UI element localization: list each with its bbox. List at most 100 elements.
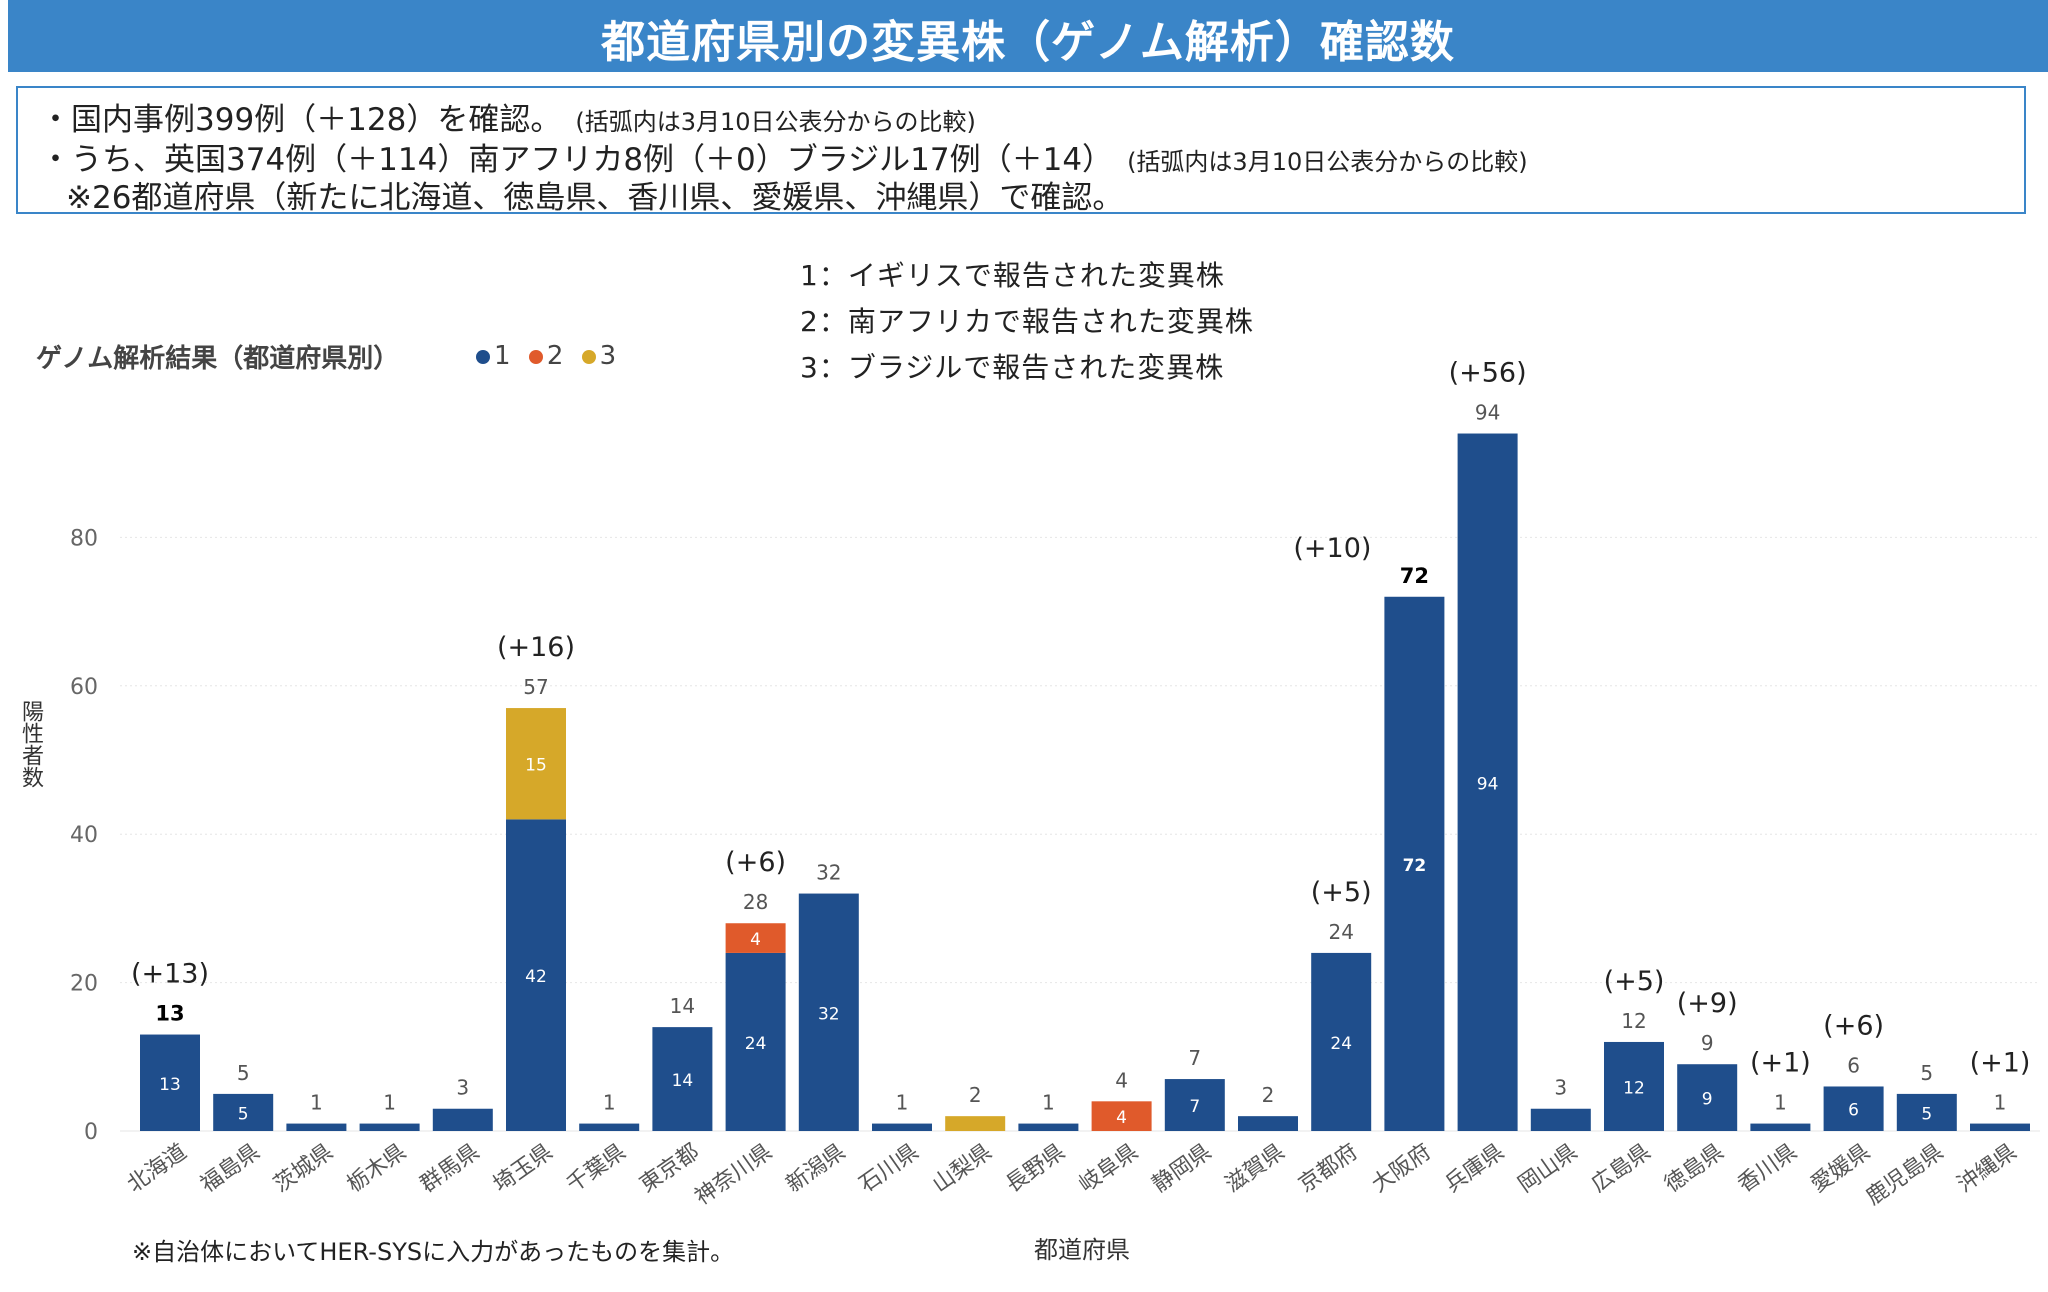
increase-annotation: (+1) <box>1970 1048 2031 1079</box>
increase-annotation: (+6) <box>1823 1010 1884 1041</box>
y-tick-label: 0 <box>84 1120 98 1145</box>
bar-segment-label: 13 <box>159 1075 181 1095</box>
bar-total-label: 1 <box>896 1091 909 1115</box>
summary-line-1-text: ・国内事例399例（＋128）を確認。 <box>40 102 562 138</box>
bar-total-label: 94 <box>1475 401 1500 425</box>
bar-segment-label: 5 <box>238 1104 249 1124</box>
bar-segment-series-1 <box>140 1034 200 1131</box>
x-tick-label: 岐阜県 <box>1075 1139 1143 1197</box>
bar-segment-series-1 <box>1457 433 1518 1131</box>
x-tick-label: 茨城県 <box>269 1139 337 1197</box>
legend-description-3: 3：ブラジルで報告された変異株 <box>800 351 1225 384</box>
legend-label-3: 3 <box>599 341 617 371</box>
x-tick-label: 広島県 <box>1587 1139 1655 1197</box>
bar-total-label: 3 <box>1554 1076 1567 1100</box>
bar-total-label: 28 <box>743 890 768 914</box>
bar-segment-series-1 <box>1604 1041 1664 1131</box>
x-tick-label: 徳島県 <box>1660 1139 1728 1197</box>
x-tick-label: 滋賀県 <box>1221 1139 1289 1197</box>
bar-total-label: 13 <box>155 1002 184 1026</box>
bar-total-label: 1 <box>310 1091 323 1115</box>
bar-segment-series-1 <box>1896 1093 1957 1131</box>
bar-total-label: 4 <box>1115 1068 1128 1092</box>
title-banner: 都道府県別の変異株（ゲノム解析）確認数 <box>8 0 2048 72</box>
bar-total-label: 7 <box>1188 1046 1201 1070</box>
bar-segment-series-3 <box>506 708 566 820</box>
bar-total-label: 1 <box>1774 1091 1787 1115</box>
x-tick-label: 兵庫県 <box>1441 1139 1509 1197</box>
bar-segment-label: 6 <box>1848 1101 1859 1121</box>
bar-segment-series-1 <box>652 1027 713 1131</box>
bar-total-label: 24 <box>1328 920 1353 944</box>
increase-annotation: (+1) <box>1750 1048 1811 1079</box>
bar-segment-series-1 <box>1530 1108 1591 1131</box>
bar-segment-series-1 <box>725 952 786 1131</box>
bar-total-label: 1 <box>1994 1091 2007 1115</box>
bar-total-label: 6 <box>1847 1053 1860 1077</box>
legend-description-1: 1：イギリスで報告された変異株 <box>800 259 1225 292</box>
bar-segment-label: 12 <box>1623 1078 1645 1098</box>
bar-segment-series-1 <box>286 1123 347 1131</box>
x-tick-label: 沖縄県 <box>1953 1139 2021 1197</box>
bar-segment-series-1 <box>1823 1086 1884 1131</box>
x-tick-label: 岡山県 <box>1514 1139 1582 1197</box>
bar-segment-series-1 <box>506 819 566 1131</box>
increase-annotation: (+9) <box>1677 988 1738 1019</box>
legend-swatch-2 <box>528 349 543 364</box>
summary-line-2: ・うち、英国374例（＋114）南アフリカ8例（＋0）ブラジル17例（＋14） (… <box>40 134 1528 179</box>
x-tick-label: 京都府 <box>1294 1139 1362 1197</box>
bar-segment-label: 14 <box>672 1071 694 1091</box>
y-tick-label: 80 <box>70 526 98 551</box>
bar-segment-label: 32 <box>818 1004 840 1024</box>
summary-line-3: ※26都道府県（新たに北海道、徳島県、香川県、愛媛県、沖縄県）で確認。 <box>66 180 1124 216</box>
x-tick-label: 北海道 <box>123 1139 191 1197</box>
bar-total-label: 3 <box>456 1076 469 1100</box>
bar-segment-series-1 <box>579 1123 640 1131</box>
bar-total-label: 5 <box>237 1061 250 1085</box>
legend-label-1: 1 <box>494 341 511 371</box>
x-tick-label: 福島県 <box>196 1139 264 1197</box>
page-title: 都道府県別の変異株（ゲノム解析）確認数 <box>601 17 1455 68</box>
increase-annotation: (+13) <box>131 959 209 990</box>
bar-segment-label: 24 <box>745 1034 767 1054</box>
bar-total-label: 32 <box>816 861 841 885</box>
x-tick-label: 栃木県 <box>343 1139 411 1197</box>
bar-segment-series-1 <box>1018 1123 1079 1131</box>
increase-annotation: (+10) <box>1293 533 1371 564</box>
x-tick-label: 山梨県 <box>928 1139 996 1197</box>
x-tick-label: 鹿児島県 <box>1862 1139 1948 1210</box>
legend-label-2: 2 <box>546 341 564 371</box>
y-tick-label: 20 <box>70 972 98 997</box>
bar-segment-series-1 <box>359 1123 420 1131</box>
legend: 1 2 3 <box>466 341 616 371</box>
bar-total-label: 1 <box>1042 1091 1055 1115</box>
summary-line-2-text: ・うち、英国374例（＋114）南アフリカ8例（＋0）ブラジル17例（＋14） <box>40 142 1114 178</box>
summary-line-1-note: (括弧内は3月10日公表分からの比較) <box>575 108 976 136</box>
y-tick-label: 60 <box>70 675 98 700</box>
bar-total-label: 1 <box>383 1091 396 1115</box>
x-tick-label: 長野県 <box>1001 1139 1069 1197</box>
bar-segment-label: 24 <box>1330 1034 1352 1054</box>
bar-segment-label: 4 <box>1116 1108 1127 1128</box>
increase-annotation: (+5) <box>1311 877 1372 908</box>
bar-total-label: 2 <box>1262 1083 1275 1107</box>
bar-segment-label: 4 <box>750 930 761 950</box>
bar-segment-label: 94 <box>1477 774 1499 794</box>
x-tick-label: 群馬県 <box>416 1139 484 1197</box>
bar-segment-series-1 <box>872 1123 932 1131</box>
x-tick-label: 埼玉県 <box>489 1139 557 1197</box>
summary-box: ・国内事例399例（＋128）を確認。 (括弧内は3月10日公表分からの比較) ・… <box>16 86 2026 216</box>
x-tick-label: 香川県 <box>1733 1139 1801 1197</box>
bar-segment-series-2 <box>725 923 786 953</box>
legend-swatch-1 <box>476 349 490 364</box>
bar-total-label: 12 <box>1621 1009 1646 1033</box>
bar-segment-label: 42 <box>525 967 547 987</box>
bar-segment-label: 15 <box>525 756 547 776</box>
bar-segment-series-1 <box>1677 1064 1738 1131</box>
bar-segment-series-1 <box>213 1093 274 1131</box>
increase-annotation: (+16) <box>497 632 575 663</box>
x-tick-label: 静岡県 <box>1148 1139 1216 1197</box>
x-tick-label: 新潟県 <box>782 1139 850 1197</box>
x-tick-label: 千葉県 <box>562 1139 630 1197</box>
